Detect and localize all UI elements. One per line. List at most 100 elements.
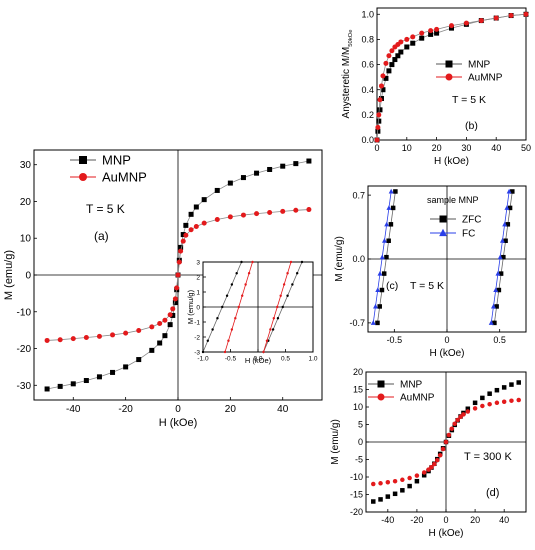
data-point xyxy=(371,481,376,487)
series-aumnp xyxy=(374,11,529,143)
x-tick-label: 0 xyxy=(374,143,379,153)
data-point xyxy=(254,170,260,176)
data-point xyxy=(501,254,506,260)
data-point xyxy=(478,18,484,24)
data-point xyxy=(414,478,420,484)
data-point xyxy=(295,272,299,275)
data-point xyxy=(223,350,227,354)
data-point xyxy=(289,260,293,264)
data-point xyxy=(472,406,478,411)
data-point xyxy=(492,320,497,326)
legend-label: MNP xyxy=(102,153,131,168)
data-point xyxy=(162,317,168,323)
y-tick-label: 0.7 xyxy=(352,190,365,200)
data-point xyxy=(157,321,163,327)
panel-label: (a) xyxy=(94,229,109,243)
data-point xyxy=(393,189,398,194)
data-point xyxy=(502,221,508,227)
data-point xyxy=(293,207,299,213)
data-point xyxy=(178,248,184,254)
data-point xyxy=(188,227,194,233)
data-point xyxy=(170,306,176,312)
data-point xyxy=(254,211,260,217)
data-point xyxy=(286,272,289,275)
data-point xyxy=(488,320,494,325)
data-point xyxy=(306,158,312,164)
data-point xyxy=(206,339,210,342)
data-point xyxy=(503,238,508,243)
data-point xyxy=(419,35,425,41)
x-tick-label: 10 xyxy=(402,143,412,153)
data-point xyxy=(183,232,189,238)
data-point xyxy=(225,294,229,297)
y-tick-label: 0.0 xyxy=(361,135,374,145)
x-axis-label: H (kOe) xyxy=(434,156,469,167)
data-point xyxy=(375,124,381,130)
data-point xyxy=(193,204,199,210)
panel-b: 0 10 20 30 40 50 0.0 0.2 0.4 0.6 0.8 1.0 H (kOe) Anys… xyxy=(341,7,531,167)
data-point xyxy=(392,491,398,497)
data-point xyxy=(276,305,279,309)
data-point xyxy=(227,180,233,186)
legend-label: AuMNP xyxy=(468,73,503,84)
data-point xyxy=(267,166,273,172)
data-point xyxy=(280,163,286,169)
data-point xyxy=(240,175,246,181)
x-tick-label: 30 xyxy=(461,143,471,153)
data-point xyxy=(487,391,492,396)
y-axis-label: M (emu/g) xyxy=(3,250,15,300)
y-axis-label: M (emu/g) xyxy=(186,289,195,324)
y-tick-label: -30 xyxy=(17,381,32,392)
data-point xyxy=(83,335,89,340)
data-point xyxy=(407,475,412,481)
y-tick-label: 0.2 xyxy=(361,110,374,120)
data-point xyxy=(501,399,507,404)
data-point xyxy=(267,210,273,215)
data-point xyxy=(385,494,391,499)
data-point xyxy=(497,254,503,260)
data-point xyxy=(496,287,502,293)
data-point xyxy=(507,205,513,211)
x-tick-label: 0 xyxy=(175,404,181,415)
data-point xyxy=(465,406,471,411)
data-point xyxy=(384,254,389,260)
data-point xyxy=(491,303,496,309)
y-tick-label: 10 xyxy=(353,402,363,412)
data-point xyxy=(385,480,391,485)
series-aumnp xyxy=(371,397,521,487)
data-point xyxy=(110,369,116,375)
legend-label: AuMNP xyxy=(102,170,147,185)
data-point xyxy=(383,75,389,81)
data-point xyxy=(377,304,382,309)
y-tick-label: 1.0 xyxy=(361,9,374,19)
data-point xyxy=(378,497,383,502)
data-point xyxy=(435,457,440,463)
data-point xyxy=(183,222,189,228)
data-point xyxy=(400,477,405,483)
series-mnp xyxy=(201,260,304,354)
y-tick-label: -3 xyxy=(194,349,200,356)
x-tick-label: 40 xyxy=(277,404,289,415)
series-aumnp xyxy=(44,207,312,343)
data-point xyxy=(508,13,514,19)
data-point xyxy=(193,223,199,229)
panel-a-inset: -1.0 -0.5 0.0 0.5 1.0 -3 -2 -1 0 1 2 3 H (kOe) M (emu… xyxy=(186,259,318,365)
data-point xyxy=(375,287,381,293)
y-tick-label: 0 xyxy=(25,271,31,282)
data-point xyxy=(428,31,434,37)
data-point xyxy=(291,283,294,286)
data-point xyxy=(379,287,385,293)
data-point xyxy=(487,401,492,407)
data-point xyxy=(378,83,384,89)
data-point xyxy=(70,381,76,387)
data-point xyxy=(96,374,102,380)
data-point xyxy=(440,446,446,452)
data-point xyxy=(211,328,214,331)
y-tick-label: 0.8 xyxy=(361,35,374,45)
series-zfc xyxy=(375,189,515,326)
legend-marker xyxy=(377,380,385,388)
data-point xyxy=(370,320,376,325)
data-point xyxy=(230,283,234,286)
data-point xyxy=(123,330,129,336)
